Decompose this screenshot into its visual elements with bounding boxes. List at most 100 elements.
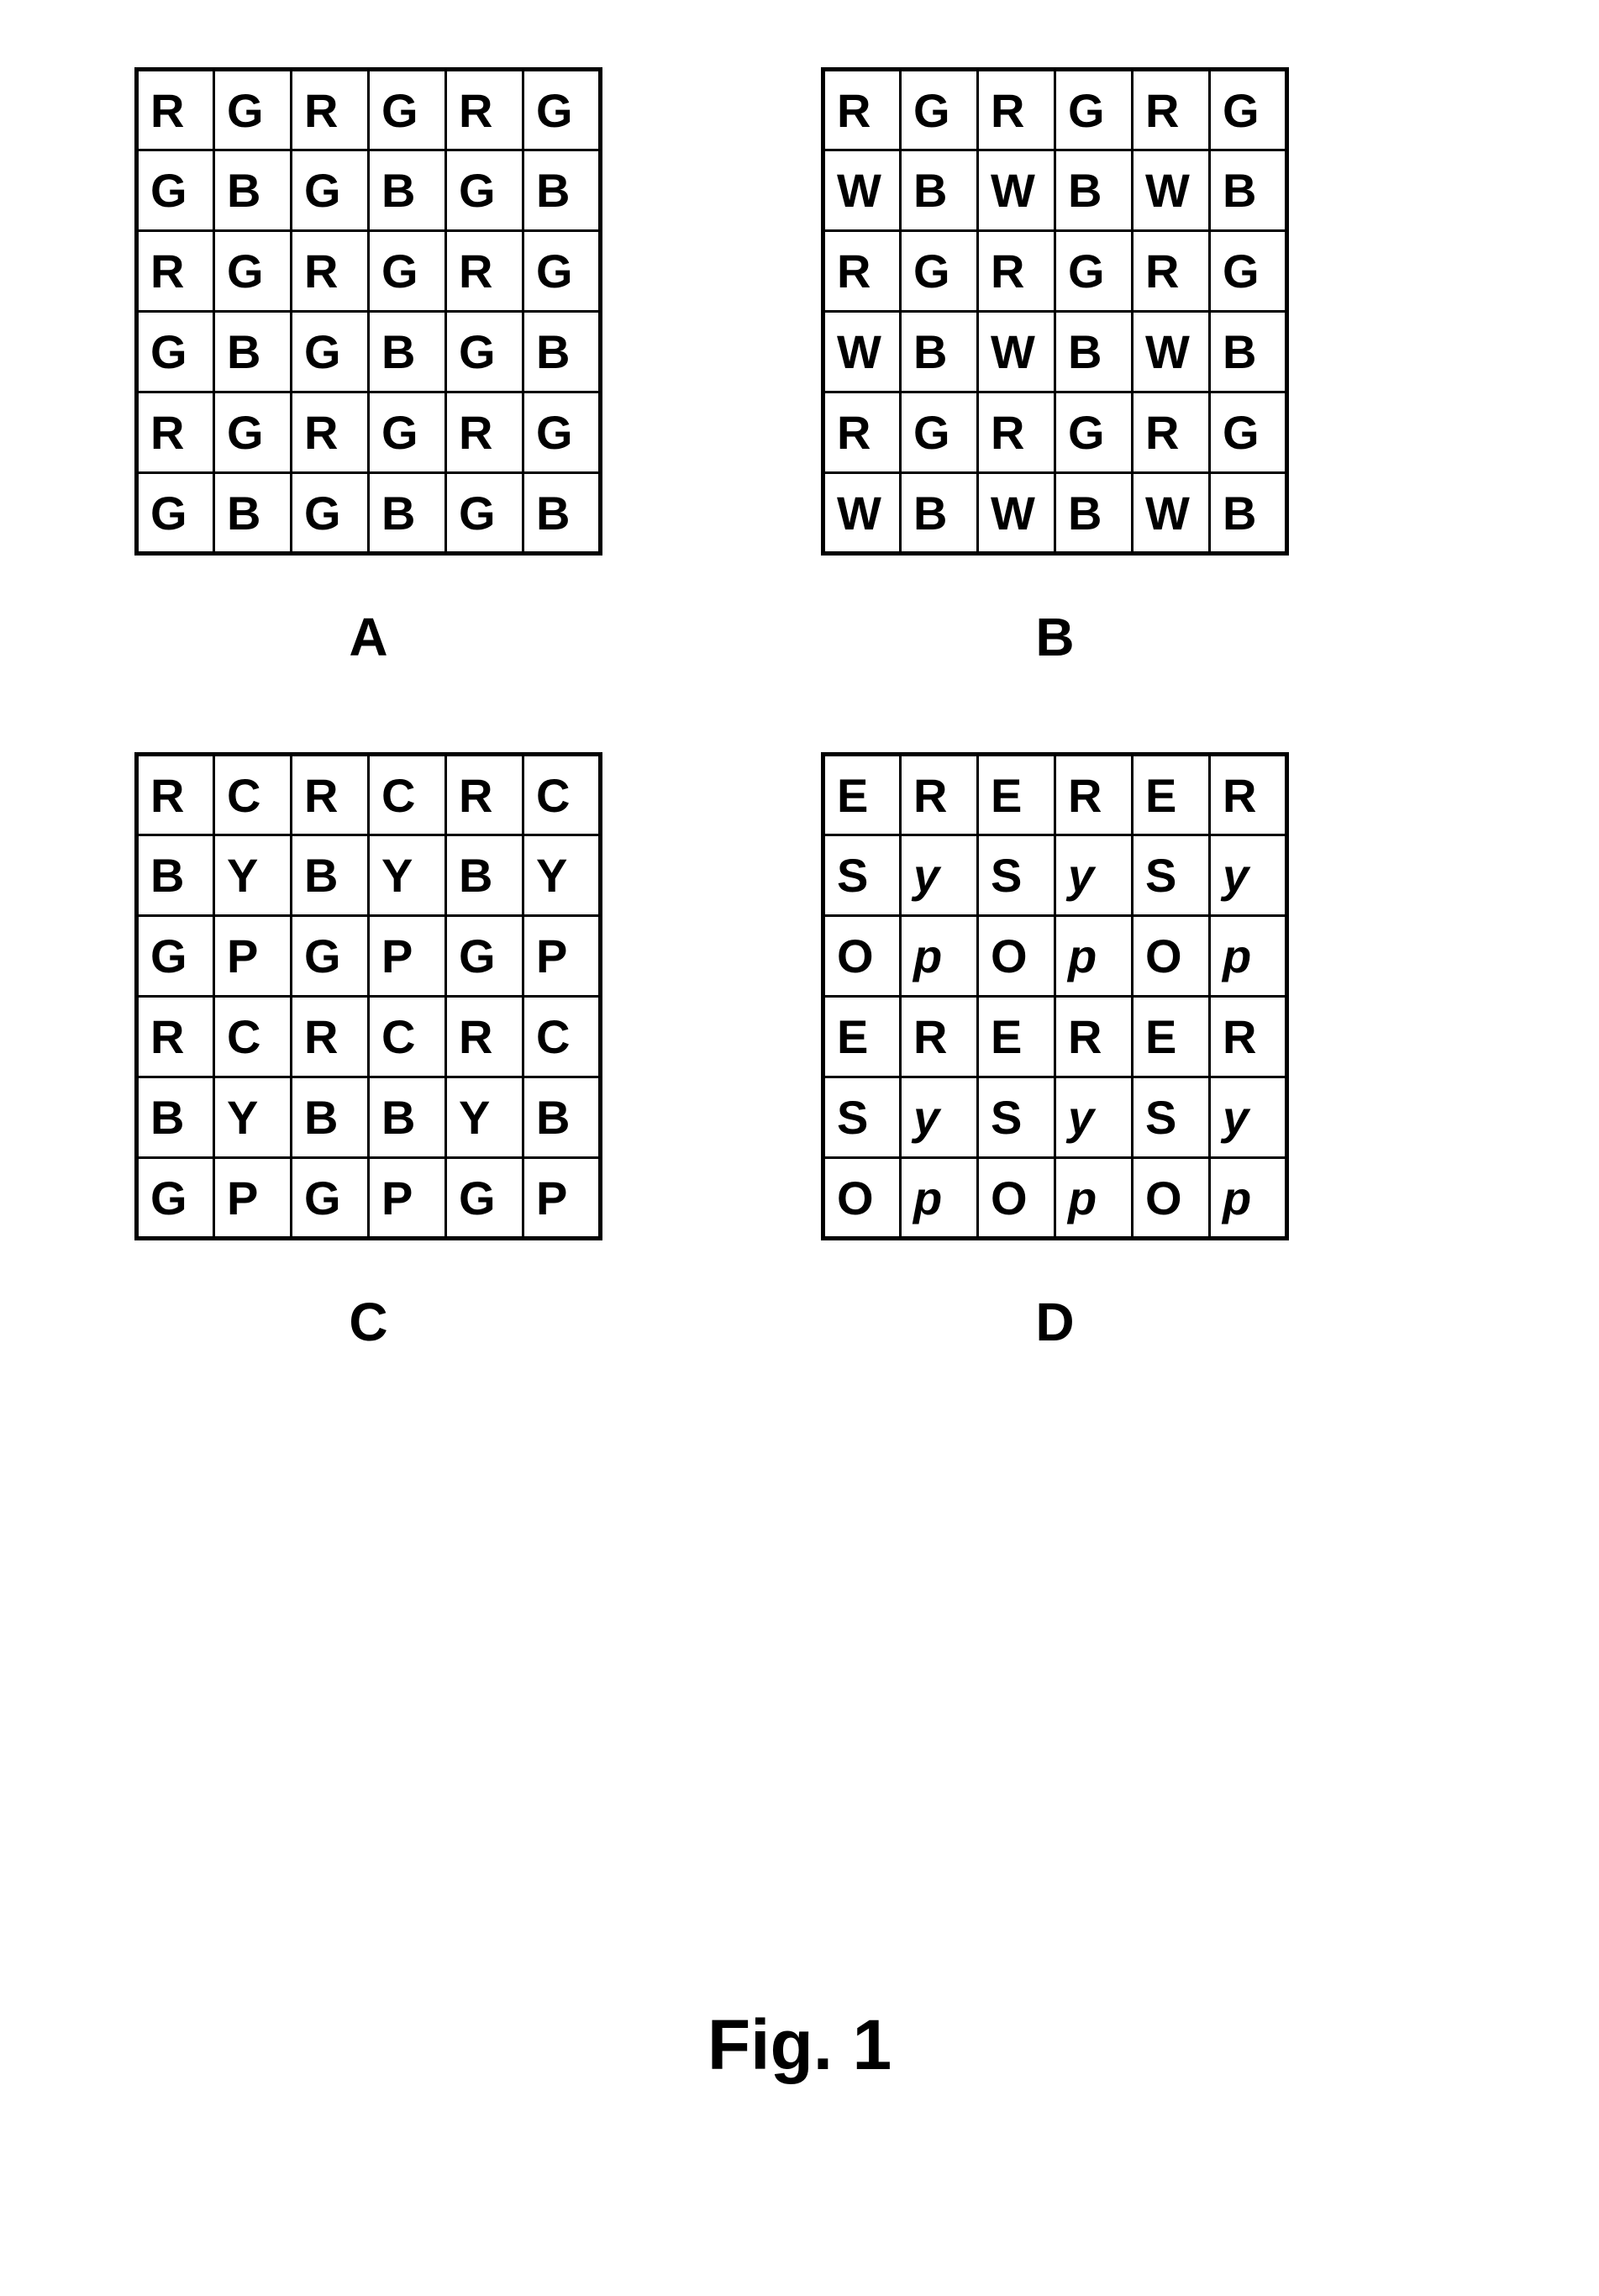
grid-cell: R xyxy=(1133,70,1210,150)
grid-cell: R xyxy=(901,997,978,1077)
grid-row-bottom: R C R C R C B Y B Y B Y xyxy=(134,752,1445,1353)
table-row: R G R G R G xyxy=(137,231,601,312)
grid-row-top: R G R G R G G B G B G B xyxy=(134,67,1445,668)
grid-cell: G xyxy=(369,70,446,150)
grid-cell: B xyxy=(369,473,446,554)
grid-cell: R xyxy=(446,997,523,1077)
grid-cell: G xyxy=(901,392,978,473)
table-row: W B W B W B xyxy=(823,473,1287,554)
grid-cell: R xyxy=(292,755,369,835)
grid-cell: G xyxy=(137,312,214,392)
grid-block-d: E R E R E R S y S y S y xyxy=(821,752,1289,1353)
grid-cell: G xyxy=(214,231,292,312)
grid-cell: S xyxy=(1133,835,1210,916)
table-row: R G R G R G xyxy=(823,70,1287,150)
table-row: R C R C R C xyxy=(137,755,601,835)
grid-cell: G xyxy=(137,150,214,231)
grid-cell: G xyxy=(901,70,978,150)
table-row: R G R G R G xyxy=(137,392,601,473)
grid-cell: B xyxy=(214,150,292,231)
grid-cell: R xyxy=(137,392,214,473)
grid-cell: R xyxy=(292,231,369,312)
grid-cell: W xyxy=(978,312,1055,392)
grid-cell: P xyxy=(214,916,292,997)
grid-cell: R xyxy=(1210,997,1287,1077)
grid-cell: S xyxy=(823,1077,901,1158)
grid-cell: S xyxy=(978,835,1055,916)
table-row: W B W B W B xyxy=(823,150,1287,231)
table-row: G P G P G P xyxy=(137,916,601,997)
grid-cell: R xyxy=(137,997,214,1077)
grid-cell: B xyxy=(369,150,446,231)
grid-cell: E xyxy=(978,755,1055,835)
grid-cell: B xyxy=(369,1077,446,1158)
grid-cell: C xyxy=(369,755,446,835)
grid-cell: G xyxy=(369,231,446,312)
grid-cell: G xyxy=(1210,392,1287,473)
table-row: W B W B W B xyxy=(823,312,1287,392)
grid-cell: C xyxy=(214,755,292,835)
grid-cell: P xyxy=(523,916,601,997)
grid-cell: W xyxy=(823,150,901,231)
grid-cell: S xyxy=(823,835,901,916)
grid-cell: O xyxy=(823,1158,901,1239)
grid-cell: B xyxy=(369,312,446,392)
grid-cell: S xyxy=(978,1077,1055,1158)
grid-cell: R xyxy=(901,755,978,835)
grid-cell: G xyxy=(214,70,292,150)
grid-cell: W xyxy=(1133,473,1210,554)
grid-cell: B xyxy=(214,312,292,392)
grid-cell: R xyxy=(823,231,901,312)
grid-cell: G xyxy=(523,392,601,473)
grid-cell: y xyxy=(901,835,978,916)
table-row: R C R C R C xyxy=(137,997,601,1077)
grid-cell: B xyxy=(1055,150,1133,231)
grid-cell: G xyxy=(1210,231,1287,312)
grid-cell: G xyxy=(523,70,601,150)
grid-cell: G xyxy=(1055,392,1133,473)
table-row: O p O p O p xyxy=(823,916,1287,997)
grid-cell: C xyxy=(214,997,292,1077)
grid-cell: R xyxy=(1055,755,1133,835)
grid-cell: Y xyxy=(214,835,292,916)
grid-cell: p xyxy=(1210,1158,1287,1239)
grid-cell: E xyxy=(1133,755,1210,835)
grid-cell: G xyxy=(1055,231,1133,312)
grid-cell: E xyxy=(823,997,901,1077)
grid-cell: B xyxy=(292,835,369,916)
grid-cell: R xyxy=(137,755,214,835)
table-row: B Y B Y B Y xyxy=(137,835,601,916)
grid-cell: R xyxy=(446,392,523,473)
grid-cell: y xyxy=(901,1077,978,1158)
grid-cell: B xyxy=(901,312,978,392)
grid-cell: R xyxy=(978,70,1055,150)
table-row: R G R G R G xyxy=(823,392,1287,473)
grid-cell: y xyxy=(1210,1077,1287,1158)
grid-cell: B xyxy=(1210,312,1287,392)
grid-cell: B xyxy=(523,312,601,392)
grid-cell: G xyxy=(292,1158,369,1239)
grid-label-c: C xyxy=(349,1291,387,1353)
grid-cell: G xyxy=(292,312,369,392)
grid-cell: R xyxy=(446,755,523,835)
grid-label-d: D xyxy=(1035,1291,1074,1353)
table-row: R G R G R G xyxy=(137,70,601,150)
grid-cell: G xyxy=(137,473,214,554)
grid-cell: R xyxy=(823,70,901,150)
grid-cell: B xyxy=(1055,312,1133,392)
grid-cell: B xyxy=(1055,473,1133,554)
grid-cell: O xyxy=(978,916,1055,997)
grid-cell: B xyxy=(214,473,292,554)
grid-cell: p xyxy=(1055,1158,1133,1239)
grid-cell: W xyxy=(978,150,1055,231)
grid-cell: B xyxy=(523,150,601,231)
grid-block-b: R G R G R G W B W B W B xyxy=(821,67,1289,668)
grid-a: R G R G R G G B G B G B xyxy=(134,67,602,556)
grid-cell: Y xyxy=(446,1077,523,1158)
grid-cell: E xyxy=(978,997,1055,1077)
grid-cell: C xyxy=(369,997,446,1077)
grid-cell: R xyxy=(978,231,1055,312)
grid-cell: G xyxy=(292,150,369,231)
grid-cell: O xyxy=(823,916,901,997)
table-row: G P G P G P xyxy=(137,1158,601,1239)
